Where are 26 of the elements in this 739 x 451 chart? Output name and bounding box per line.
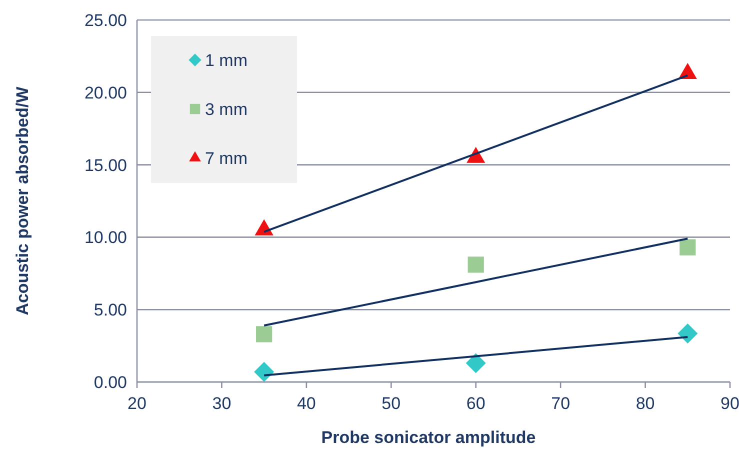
point [254, 362, 274, 382]
point [254, 219, 274, 236]
point [466, 353, 486, 374]
y-tick-label: 25.00 [84, 10, 127, 30]
x-axis-title: Probe sonicator amplitude [321, 428, 536, 447]
point [468, 256, 484, 273]
y-axis-title: Acoustic power absorbed/W [13, 86, 32, 316]
point [680, 239, 696, 256]
x-tick-label: 40 [296, 394, 316, 413]
x-tick-label: 70 [551, 394, 570, 413]
y-tick-label: 5.00 [94, 300, 127, 320]
y-tick-label: 10.00 [84, 228, 127, 248]
x-tick-label: 60 [466, 394, 486, 413]
legend-label: 3 mm [205, 100, 248, 119]
y-tick-label: 15.00 [84, 156, 127, 175]
point [678, 323, 698, 344]
x-tick-label: 90 [720, 394, 739, 413]
x-tick-label: 50 [382, 394, 401, 413]
point [256, 326, 272, 342]
x-tick-label: 80 [636, 394, 655, 413]
y-tick-label: 20.00 [84, 83, 127, 102]
legend-label: 1 mm [205, 50, 248, 70]
x-tick-label: 20 [128, 394, 146, 413]
x-tick-label: 30 [212, 394, 232, 413]
y-tick-label: 0.00 [94, 372, 127, 392]
legend-label: 7 mm [205, 148, 248, 168]
